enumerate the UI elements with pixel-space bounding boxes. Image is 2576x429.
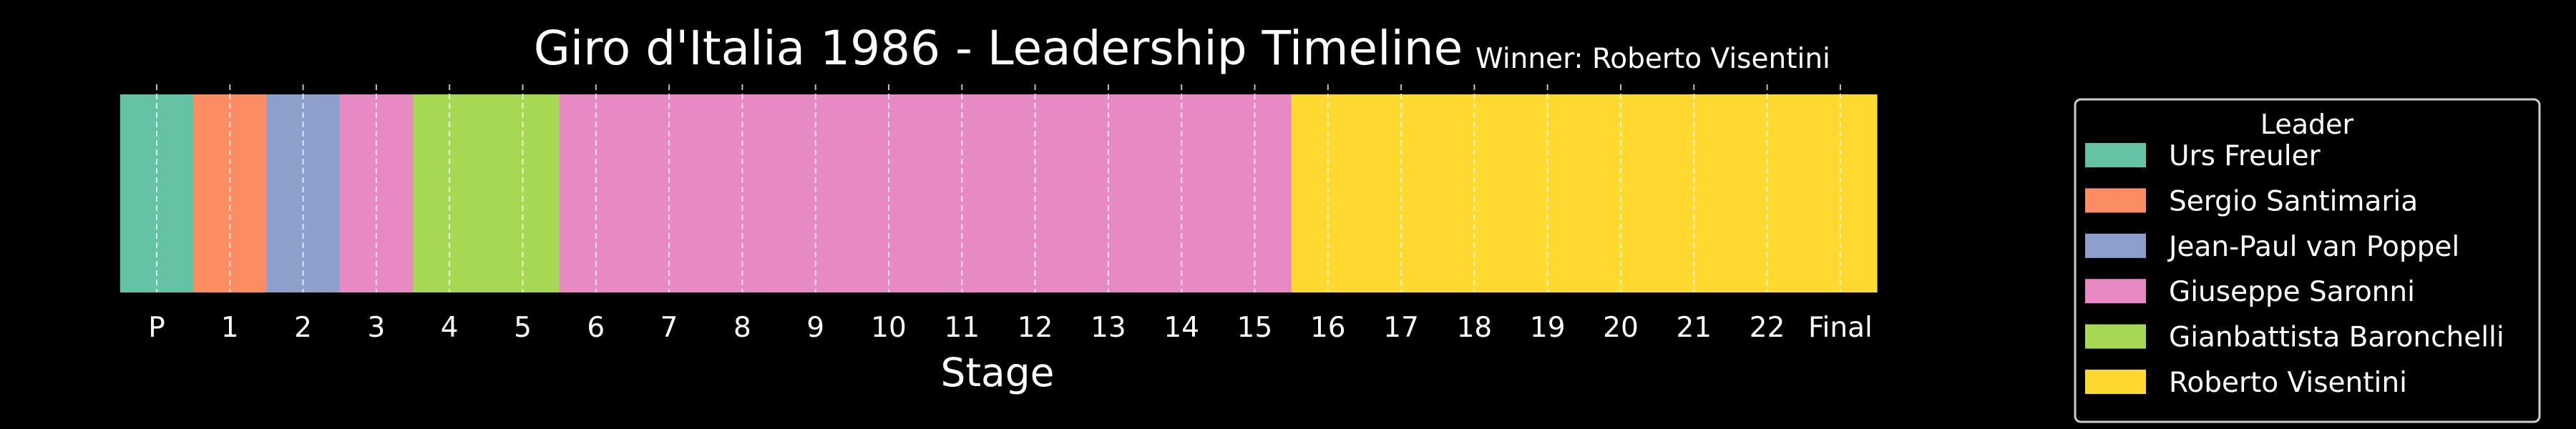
leader-segment-gianbattista-baronchelli — [413, 94, 560, 292]
x-tick-label: 7 — [660, 312, 678, 344]
bars-group — [119, 94, 1878, 292]
x-tick-label: 8 — [733, 312, 751, 344]
x-tick-label: P — [148, 312, 165, 344]
legend-swatch — [2085, 233, 2146, 258]
legend-label: Gianbattista Baronchelli — [2169, 322, 2504, 354]
x-tick-label: 18 — [1457, 312, 1493, 344]
legend-entries: Urs Freuler Sergio Santimaria Jean-Paul va… — [2085, 140, 2504, 399]
x-tick-label: 10 — [871, 312, 907, 344]
legend-label: Jean-Paul van Poppel — [2167, 231, 2459, 263]
x-tick-label: 6 — [587, 312, 605, 344]
x-tick-label: 9 — [806, 312, 824, 344]
x-tick-label: 2 — [294, 312, 312, 344]
x-tick-label: 11 — [944, 312, 980, 344]
legend-swatch — [2085, 370, 2146, 394]
chart-title: Giro d'Italia 1986 - Leadership Timeline — [534, 21, 1463, 76]
x-tick-labels: P 1 2 3 4 5 6 7 8 9 10 11 12 13 14 15 16 17 18 19 20 21 22 Fina… — [148, 312, 1873, 344]
grid-lines — [156, 84, 1841, 292]
leader-segment-giuseppe-saronni — [559, 94, 1292, 292]
x-tick-label: 14 — [1163, 312, 1199, 344]
x-tick-label: 17 — [1383, 312, 1419, 344]
winner-annotation: Winner: Roberto Visentini — [1475, 43, 1830, 75]
leader-segment-jean-paul-van-poppel — [266, 94, 341, 292]
x-tick-label: 22 — [1750, 312, 1785, 344]
x-tick-label: 16 — [1310, 312, 1346, 344]
legend-label: Giuseppe Saronni — [2169, 276, 2415, 308]
leader-segment-roberto-visentini — [1291, 94, 1878, 292]
legend-label: Sergio Santimaria — [2169, 185, 2418, 217]
x-tick-label: 15 — [1237, 312, 1273, 344]
legend-title: Leader — [2260, 109, 2354, 140]
legend-label: Urs Freuler — [2169, 140, 2321, 172]
legend-frame — [2074, 98, 2541, 423]
legend: Leader Urs Freuler Sergio Santimaria Jean-… — [2074, 98, 2541, 423]
x-tick-label: 19 — [1530, 312, 1566, 344]
legend-swatch — [2085, 143, 2146, 167]
x-tick-label: 13 — [1091, 312, 1126, 344]
legend-swatch — [2085, 324, 2146, 349]
x-axis-title: Stage — [941, 350, 1055, 395]
x-tick-label: 21 — [1676, 312, 1712, 344]
leader-segment-urs-freuler — [119, 94, 194, 292]
leader-segment-giuseppe-saronni — [339, 94, 414, 292]
x-tick-label: 4 — [441, 312, 459, 344]
x-tick-label: 1 — [221, 312, 239, 344]
legend-label: Roberto Visentini — [2169, 367, 2407, 399]
x-tick-label: 20 — [1603, 312, 1639, 344]
x-tick-label: 5 — [514, 312, 532, 344]
legend-swatch — [2085, 279, 2146, 304]
legend-swatch — [2085, 188, 2146, 213]
x-tick-label: Final — [1808, 312, 1873, 344]
x-tick-label: 12 — [1018, 312, 1053, 344]
x-tick-label: 3 — [367, 312, 385, 344]
leader-segment-sergio-santimaria — [193, 94, 267, 292]
